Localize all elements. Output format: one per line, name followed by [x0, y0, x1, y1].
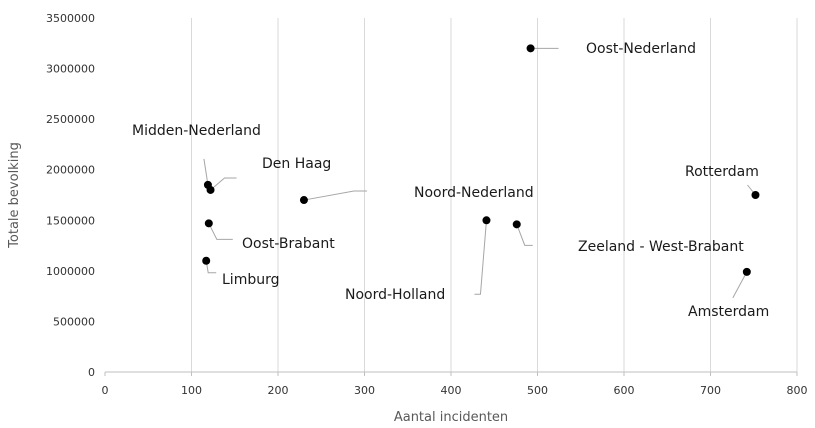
x-tick-label: 100 [181, 384, 202, 397]
y-tick-label: 0 [88, 366, 95, 379]
y-tick-label: 1000000 [46, 265, 95, 278]
leader-line [474, 220, 487, 295]
data-label: Amsterdam [688, 304, 769, 320]
data-label: Limburg [222, 272, 279, 288]
data-points [202, 44, 760, 276]
y-tick-label: 2500000 [46, 113, 95, 126]
y-tick-label: 500000 [53, 315, 95, 328]
data-label: Rotterdam [685, 164, 759, 180]
x-tick-label: 0 [102, 384, 109, 397]
data-point [526, 44, 535, 53]
data-label: Midden-Nederland [132, 123, 261, 139]
leader-line [205, 260, 217, 274]
data-point [204, 219, 213, 228]
y-axis-title: Totale bevolking [7, 142, 22, 249]
data-label: Noord-Holland [345, 287, 445, 303]
data-label: Oost-Brabant [242, 236, 335, 252]
leader-line [210, 177, 237, 191]
x-tick-label: 800 [787, 384, 808, 397]
data-label: Den Haag [262, 156, 331, 172]
leader-line [732, 271, 748, 299]
data-point [206, 185, 215, 194]
x-tick-label: 400 [441, 384, 462, 397]
data-point [299, 196, 308, 205]
leader-line [203, 158, 209, 185]
vertical-gridlines [191, 18, 798, 372]
data-point [742, 267, 751, 276]
x-axis-ticks: 0 100 200 300 400 500 600 700 800 [102, 372, 808, 397]
data-labels: Oost-Nederland Midden-Nederland Den Haag Ro… [132, 41, 769, 320]
data-point [512, 220, 521, 229]
x-tick-label: 300 [354, 384, 375, 397]
data-label: Zeeland - West-Brabant [578, 239, 744, 255]
y-tick-label: 2000000 [46, 164, 95, 177]
x-tick-label: 200 [268, 384, 289, 397]
data-label: Noord-Nederland [414, 185, 534, 201]
leader-line [208, 223, 233, 240]
label-leader-lines [203, 47, 756, 299]
data-label: Oost-Nederland [586, 41, 696, 57]
y-tick-label: 3500000 [46, 12, 95, 25]
data-point [751, 191, 760, 199]
leader-line [303, 190, 367, 201]
x-axis-title: Aantal incidenten [394, 410, 508, 425]
leader-line [516, 224, 533, 246]
x-tick-label: 500 [527, 384, 548, 397]
data-point [482, 216, 491, 225]
x-tick-label: 600 [614, 384, 635, 397]
y-tick-label: 1500000 [46, 214, 95, 227]
x-tick-label: 700 [700, 384, 721, 397]
y-axis-ticks: 0 500000 1000000 1500000 2000000 2500000 30000… [46, 12, 95, 379]
y-tick-label: 3000000 [46, 63, 95, 76]
data-point [202, 256, 211, 265]
